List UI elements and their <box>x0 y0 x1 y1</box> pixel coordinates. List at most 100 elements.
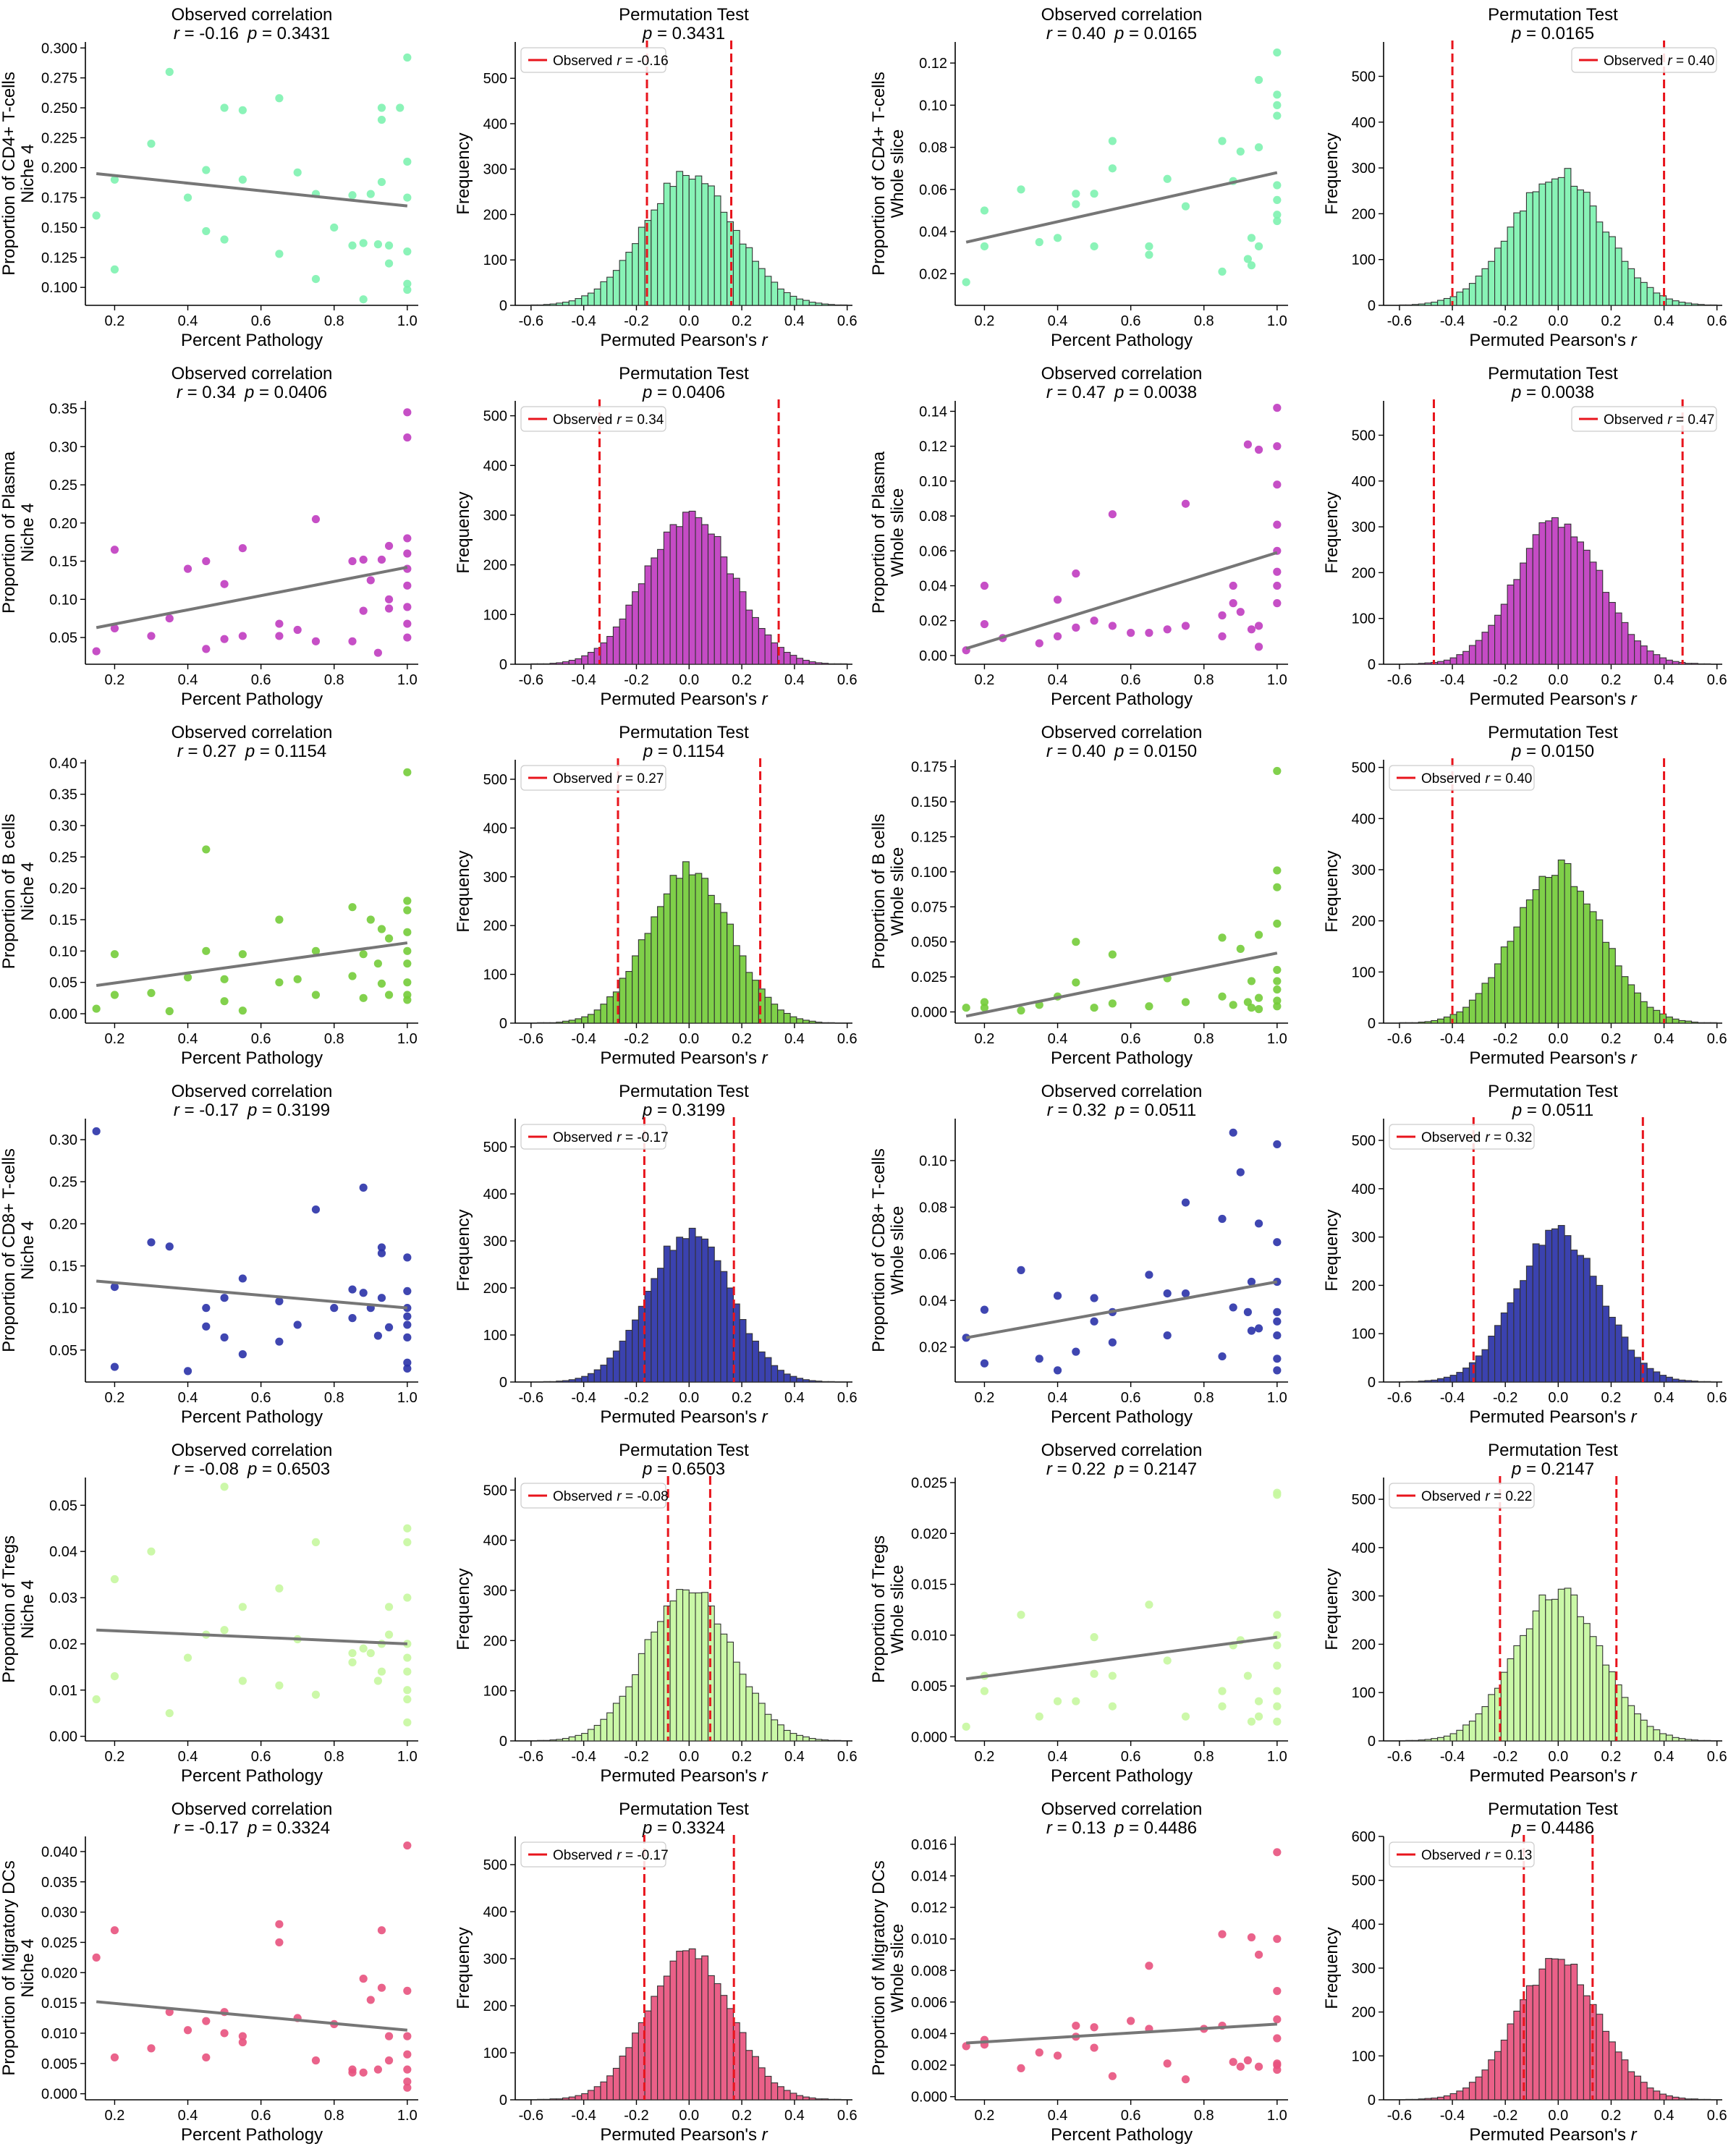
histogram-bar <box>1665 298 1673 306</box>
histogram-bar <box>657 1621 664 1742</box>
data-point <box>1218 933 1227 942</box>
histogram-bar <box>1488 1694 1496 1742</box>
panel-stats: p = 0.0150 <box>1511 742 1594 761</box>
y-tick-label: 0.025 <box>911 1475 947 1491</box>
data-point <box>183 1653 192 1662</box>
histogram-bar <box>606 2075 614 2101</box>
x-tick-label: 0.0 <box>679 2108 699 2124</box>
histogram-bar <box>1665 1376 1673 1383</box>
y-tick-label: 300 <box>1352 862 1376 878</box>
histogram-bar <box>1538 876 1546 1024</box>
stat-p-symbol: p <box>1511 742 1521 761</box>
data-point <box>980 619 989 629</box>
stat-p-symbol: p <box>642 1459 652 1479</box>
histogram-bar <box>1608 1316 1616 1383</box>
legend-r-value: = 0.22 <box>1490 1489 1533 1504</box>
panel-stats: p = 0.0165 <box>1511 24 1594 43</box>
histogram-bar <box>600 642 608 665</box>
x-tick-label: -0.6 <box>1387 1749 1412 1765</box>
y-tick-label: 0.00 <box>49 1006 77 1022</box>
stat-p-value: = 0.3324 <box>652 1818 725 1838</box>
histogram-bar <box>651 1631 659 1742</box>
x-tick-label: 0.4 <box>1654 313 1674 329</box>
x-tick-label: 0.2 <box>1601 1031 1622 1047</box>
legend-r-symbol: r <box>1485 1848 1490 1863</box>
legend-box <box>1389 1483 1535 1509</box>
data-point <box>1273 866 1282 875</box>
data-point <box>1254 643 1263 651</box>
histogram-bar <box>600 281 608 306</box>
histogram-bar <box>568 1379 576 1383</box>
y-tick-label: 0.06 <box>919 182 947 198</box>
stat-p-symbol: p <box>1511 1818 1521 1838</box>
data-point <box>220 580 229 588</box>
data-point <box>403 1640 412 1648</box>
y-tick-label: 0.05 <box>49 1343 77 1359</box>
histogram-bar <box>1411 1022 1419 1024</box>
histogram-bar <box>1431 1738 1439 1742</box>
histogram-bar <box>771 642 779 665</box>
data-point <box>403 1304 412 1313</box>
panel-title: Observed correlation <box>172 1441 333 1460</box>
x-axis-label-r: r <box>762 1407 769 1427</box>
y-axis-label: Proportion of Migratory DCs <box>0 1860 19 2075</box>
y-axis-label: Whole slice <box>888 1565 907 1654</box>
histogram-bar <box>1634 640 1641 665</box>
trend-line <box>96 172 408 208</box>
panel-title: Observed correlation <box>172 723 333 742</box>
histogram-bar <box>1602 1664 1610 1742</box>
histogram-bar <box>587 1373 595 1383</box>
histogram-bar <box>543 2098 551 2101</box>
data-point <box>403 1333 412 1341</box>
histogram-bar <box>575 658 583 665</box>
histogram-bar <box>783 651 791 665</box>
y-tick-label: 0.010 <box>911 1932 947 1948</box>
histogram-bar <box>549 1739 557 1742</box>
histogram-bar <box>1672 1018 1680 1024</box>
y-tick-label: 0.200 <box>41 161 77 177</box>
legend-r-symbol: r <box>617 1489 622 1504</box>
histogram-bar <box>815 2098 823 2101</box>
legend-label: Observed r = 0.40 <box>1421 771 1532 787</box>
data-point <box>980 998 989 1006</box>
data-point <box>1254 242 1263 251</box>
data-point <box>238 950 247 959</box>
data-point <box>165 1006 174 1016</box>
y-tick-label: 0.03 <box>49 1590 77 1606</box>
trend-line <box>965 951 1278 1018</box>
histogram-bar <box>1653 2090 1661 2101</box>
x-tick-label: -0.4 <box>1440 1031 1465 1047</box>
stat-r-value: = 0.27 <box>183 742 237 761</box>
y-tick-label: 300 <box>483 1951 507 1967</box>
histogram-bar <box>581 1376 589 1383</box>
histogram-bar <box>1659 1733 1667 1742</box>
histogram-bar <box>714 195 721 306</box>
x-axis-label-r: r <box>762 690 769 709</box>
data-point <box>377 103 386 112</box>
histogram-bar <box>1614 2051 1622 2101</box>
histogram-bar <box>1697 1381 1705 1383</box>
data-point <box>1072 1347 1080 1356</box>
histogram-bar <box>1614 965 1622 1024</box>
x-tick-label: 0.6 <box>1121 1390 1141 1406</box>
data-point <box>1273 919 1282 928</box>
histogram-bar <box>1418 303 1426 306</box>
histogram-bar <box>1449 2093 1457 2101</box>
histogram-bar <box>727 573 734 665</box>
histogram-bar <box>701 1955 709 2101</box>
histogram-bar <box>789 1376 797 1383</box>
x-axis-label: Percent Pathology <box>1051 690 1193 709</box>
stat-r-value: = 0.40 <box>1052 24 1106 43</box>
data-point <box>403 906 412 915</box>
stat-p-symbol: p <box>642 24 652 43</box>
data-point <box>1273 581 1282 590</box>
x-tick-label: -0.6 <box>1387 1031 1412 1047</box>
data-point <box>202 1322 211 1331</box>
y-tick-label: 0.075 <box>911 899 947 915</box>
histogram-bar <box>669 1960 677 2101</box>
histogram-bar <box>1596 1284 1604 1383</box>
x-tick-label: 0.2 <box>975 1390 995 1406</box>
